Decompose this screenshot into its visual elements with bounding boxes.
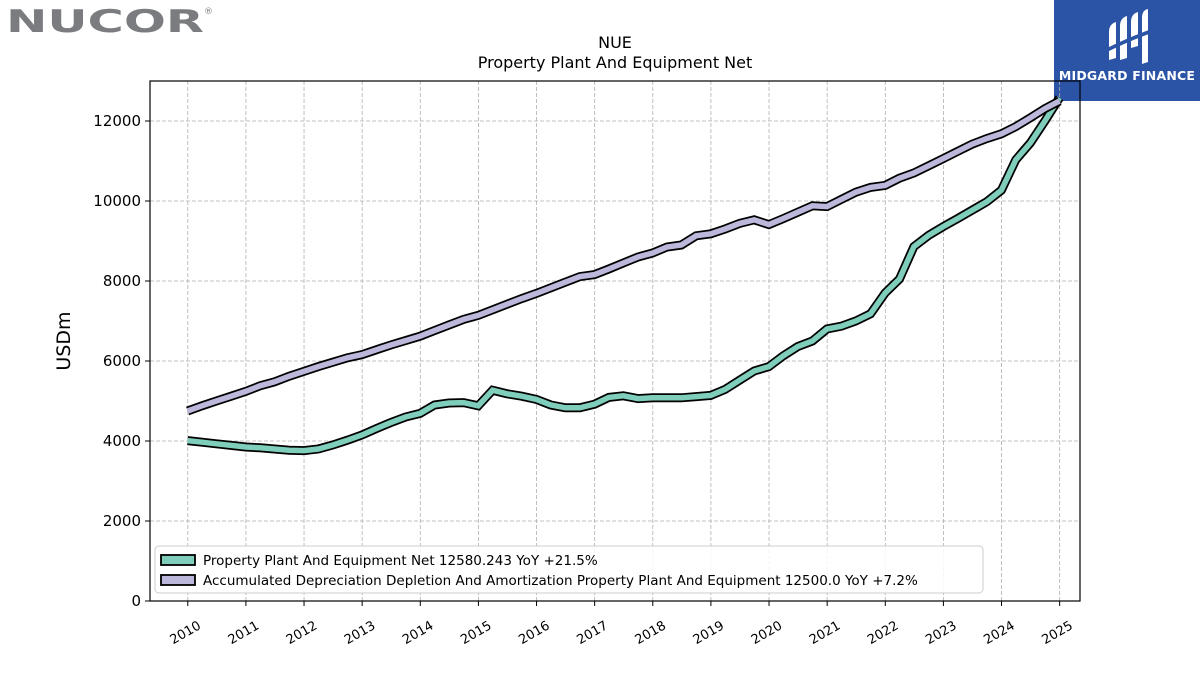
x-tick-label: 2019 (691, 618, 727, 648)
registered-mark: ® (204, 7, 213, 17)
series-accumulated-depreciation-line (186, 97, 1062, 416)
x-tick-label: 2014 (400, 618, 436, 648)
x-tick-label: 2022 (865, 618, 901, 648)
x-tick-label: 2024 (981, 618, 1017, 648)
y-tick-label: 0 (131, 592, 141, 610)
legend-swatch (160, 574, 196, 586)
legend-label: Property Plant And Equipment Net 12580.2… (203, 553, 598, 569)
x-tick-label: 2017 (574, 618, 610, 648)
x-tick-label: 2016 (516, 618, 552, 648)
chart-subtitle: Property Plant And Equipment Net (478, 53, 753, 72)
chart-title: NUE (598, 33, 632, 52)
y-tick-label: 10000 (93, 192, 141, 210)
y-tick-label: 4000 (103, 432, 141, 450)
y-tick-label: 2000 (103, 512, 141, 530)
x-tick-label: 2011 (226, 618, 262, 648)
x-tick-label: 2018 (633, 618, 669, 648)
x-tick-label: 2020 (749, 618, 785, 648)
x-tick-label: 2013 (342, 618, 378, 648)
y-tick-label: 6000 (103, 352, 141, 370)
brand-name: MIDGARD FINANCE (1058, 68, 1196, 83)
x-tick-label: 2010 (168, 618, 204, 648)
series-line (187, 96, 1062, 454)
x-tick-label: 2015 (458, 618, 494, 648)
legend-box (154, 545, 984, 594)
legend-label: Accumulated Depreciation Depletion And A… (203, 573, 918, 589)
x-tick-label: 2012 (284, 618, 320, 648)
y-tick-label: 12000 (93, 112, 141, 130)
x-tick-label: 2025 (1039, 618, 1075, 648)
midgard-finance-logo: MIDGARD FINANCE (1054, 0, 1200, 101)
y-axis-label: USDm (53, 311, 75, 370)
plot-frame (149, 80, 1081, 602)
x-tick-label: 2023 (923, 618, 959, 648)
nucor-logo-text: NUCOR (6, 4, 204, 40)
legend: Property Plant And Equipment Net 12580.2… (154, 545, 984, 594)
midgard-emblem-icon (1107, 9, 1149, 64)
y-tick-label: 8000 (103, 272, 141, 290)
legend-swatch (160, 554, 196, 566)
nucor-logo: NUCOR ® (6, 4, 213, 40)
series-line (186, 98, 1061, 414)
x-tick-label: 2021 (807, 618, 843, 648)
series-ppe-net-line (187, 95, 1064, 456)
